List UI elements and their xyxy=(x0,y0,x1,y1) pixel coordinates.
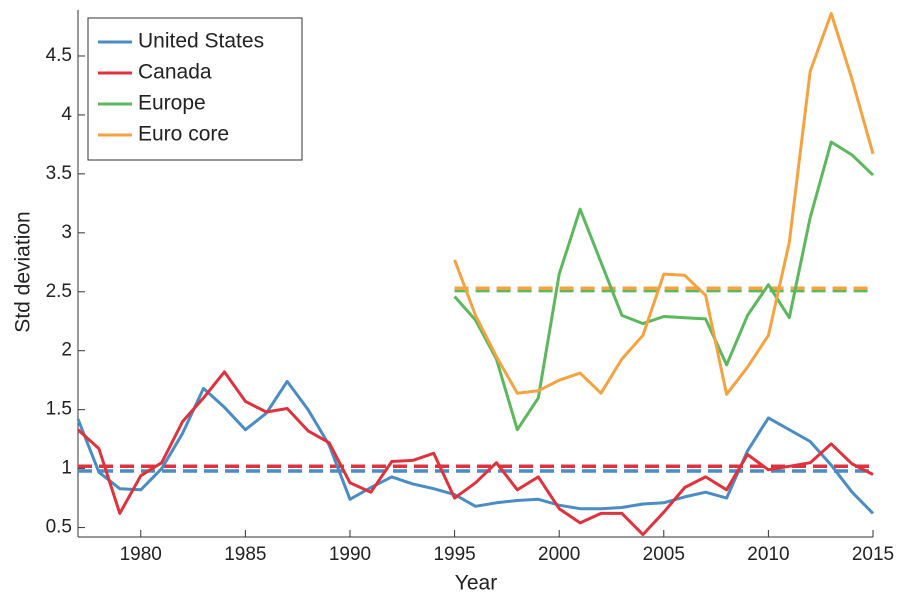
series-line xyxy=(453,12,875,396)
legend-label: Euro core xyxy=(138,123,229,146)
y-tick-label: 4 xyxy=(61,104,72,125)
x-tick-label: 1990 xyxy=(329,544,371,565)
y-tick-label: 1 xyxy=(61,458,72,479)
series-line xyxy=(453,140,875,432)
x-tick-label: 2005 xyxy=(643,544,685,565)
y-tick-label: 4.5 xyxy=(46,45,72,66)
y-tick-label: 1.5 xyxy=(46,399,72,420)
x-tick-label: 2015 xyxy=(852,544,894,565)
legend-label: Europe xyxy=(138,92,206,115)
y-axis-label: Std deviation xyxy=(12,211,35,332)
y-tick-label: 3.5 xyxy=(46,163,72,184)
y-tick-label: 3 xyxy=(61,222,72,243)
x-tick-label: 1980 xyxy=(120,544,162,565)
x-tick-label: 2000 xyxy=(538,544,580,565)
legend-label: United States xyxy=(138,30,264,53)
x-tick-label: 2010 xyxy=(747,544,789,565)
y-tick-label: 2.5 xyxy=(46,281,72,302)
x-tick-label: 1985 xyxy=(224,544,266,565)
series-line xyxy=(76,379,875,515)
x-tick-label: 1995 xyxy=(433,544,475,565)
y-tick-label: 0.5 xyxy=(46,517,72,538)
legend: United States Canada Europe Euro core xyxy=(87,17,303,161)
series-line xyxy=(76,370,874,537)
y-tick-label: 2 xyxy=(61,340,72,361)
x-axis-label: Year xyxy=(455,572,497,595)
legend-label: Canada xyxy=(138,61,212,84)
